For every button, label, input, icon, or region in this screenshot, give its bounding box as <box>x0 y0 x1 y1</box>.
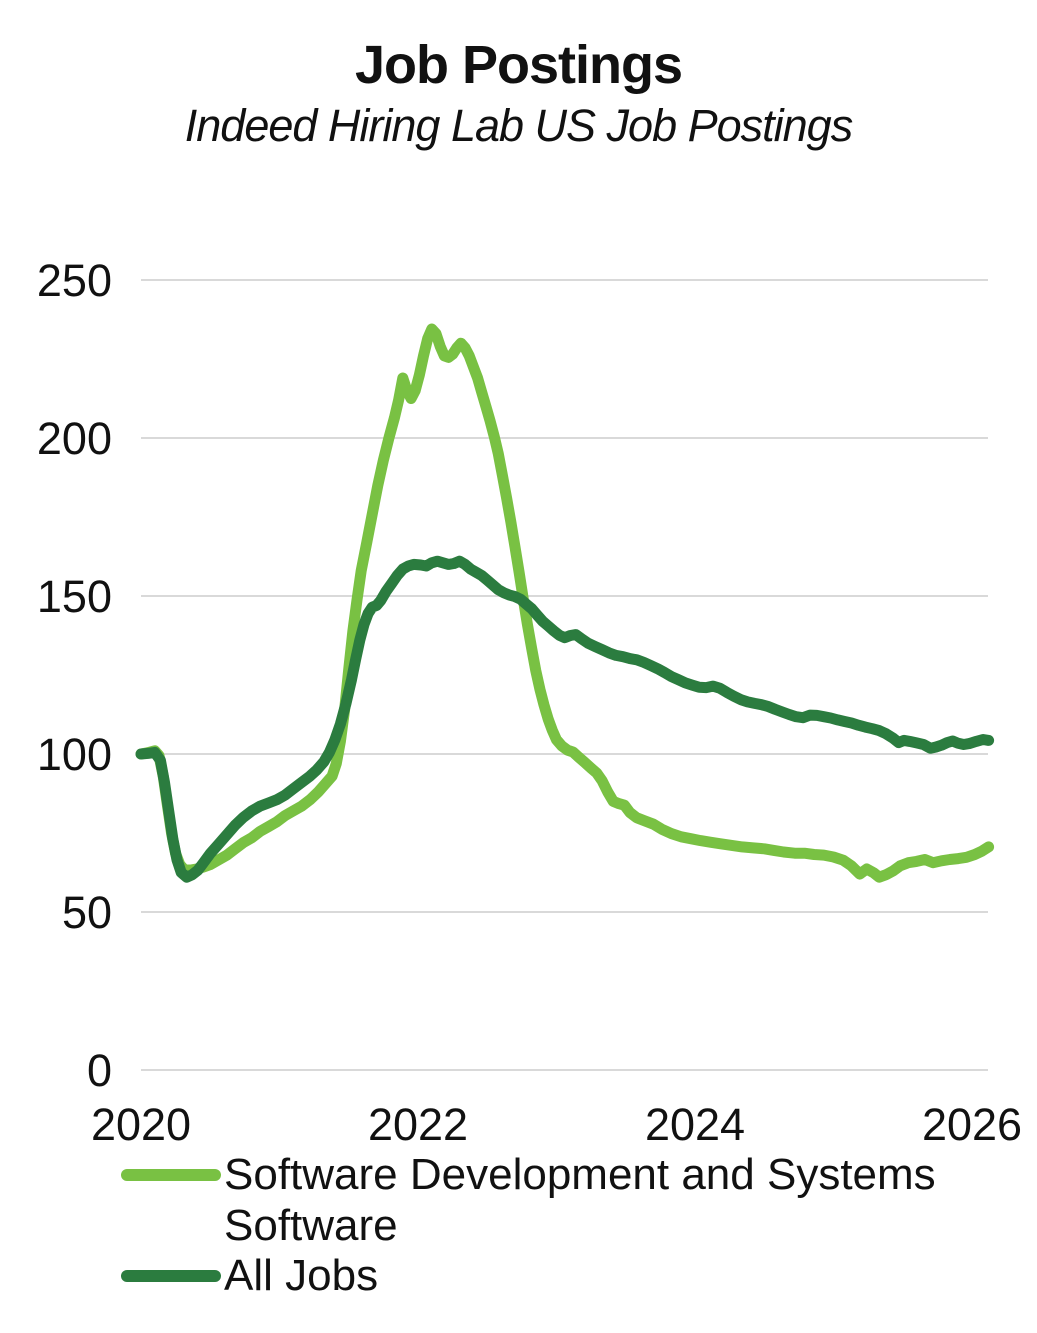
x-tick-label: 2022 <box>368 1099 468 1150</box>
x-tick-label: 2026 <box>922 1099 1022 1150</box>
y-tick-label: 50 <box>62 887 112 938</box>
y-axis-labels: 0 50 100 150 200 250 <box>37 255 112 1096</box>
y-tick-label: 250 <box>37 255 112 306</box>
series-line-all-jobs <box>135 555 995 883</box>
y-tick-label: 200 <box>37 413 112 464</box>
chart-subtitle: Indeed Hiring Lab US Job Postings <box>184 100 853 151</box>
legend-label: Software Development and Systems Softwar… <box>224 1150 936 1250</box>
y-tick-label: 100 <box>37 729 112 780</box>
x-tick-label: 2020 <box>91 1099 191 1150</box>
chart-title: Job Postings <box>354 35 683 95</box>
x-axis-labels: 2020 2022 2024 2026 <box>91 1099 1022 1150</box>
legend-item: Software Development and Systems Softwar… <box>121 1150 981 1251</box>
y-tick-label: 0 <box>87 1045 112 1096</box>
legend-swatch-icon <box>121 1270 221 1283</box>
gridlines <box>141 279 988 1071</box>
legend-label: All Jobs <box>224 1251 379 1301</box>
x-tick-label: 2024 <box>645 1099 745 1150</box>
series-line-software <box>135 323 995 883</box>
legend-item: All Jobs <box>121 1251 981 1302</box>
legend: Software Development and Systems Softwar… <box>121 1150 981 1302</box>
y-tick-label: 150 <box>37 571 112 622</box>
legend-swatch-icon <box>121 1169 221 1181</box>
series-lines <box>135 323 995 883</box>
